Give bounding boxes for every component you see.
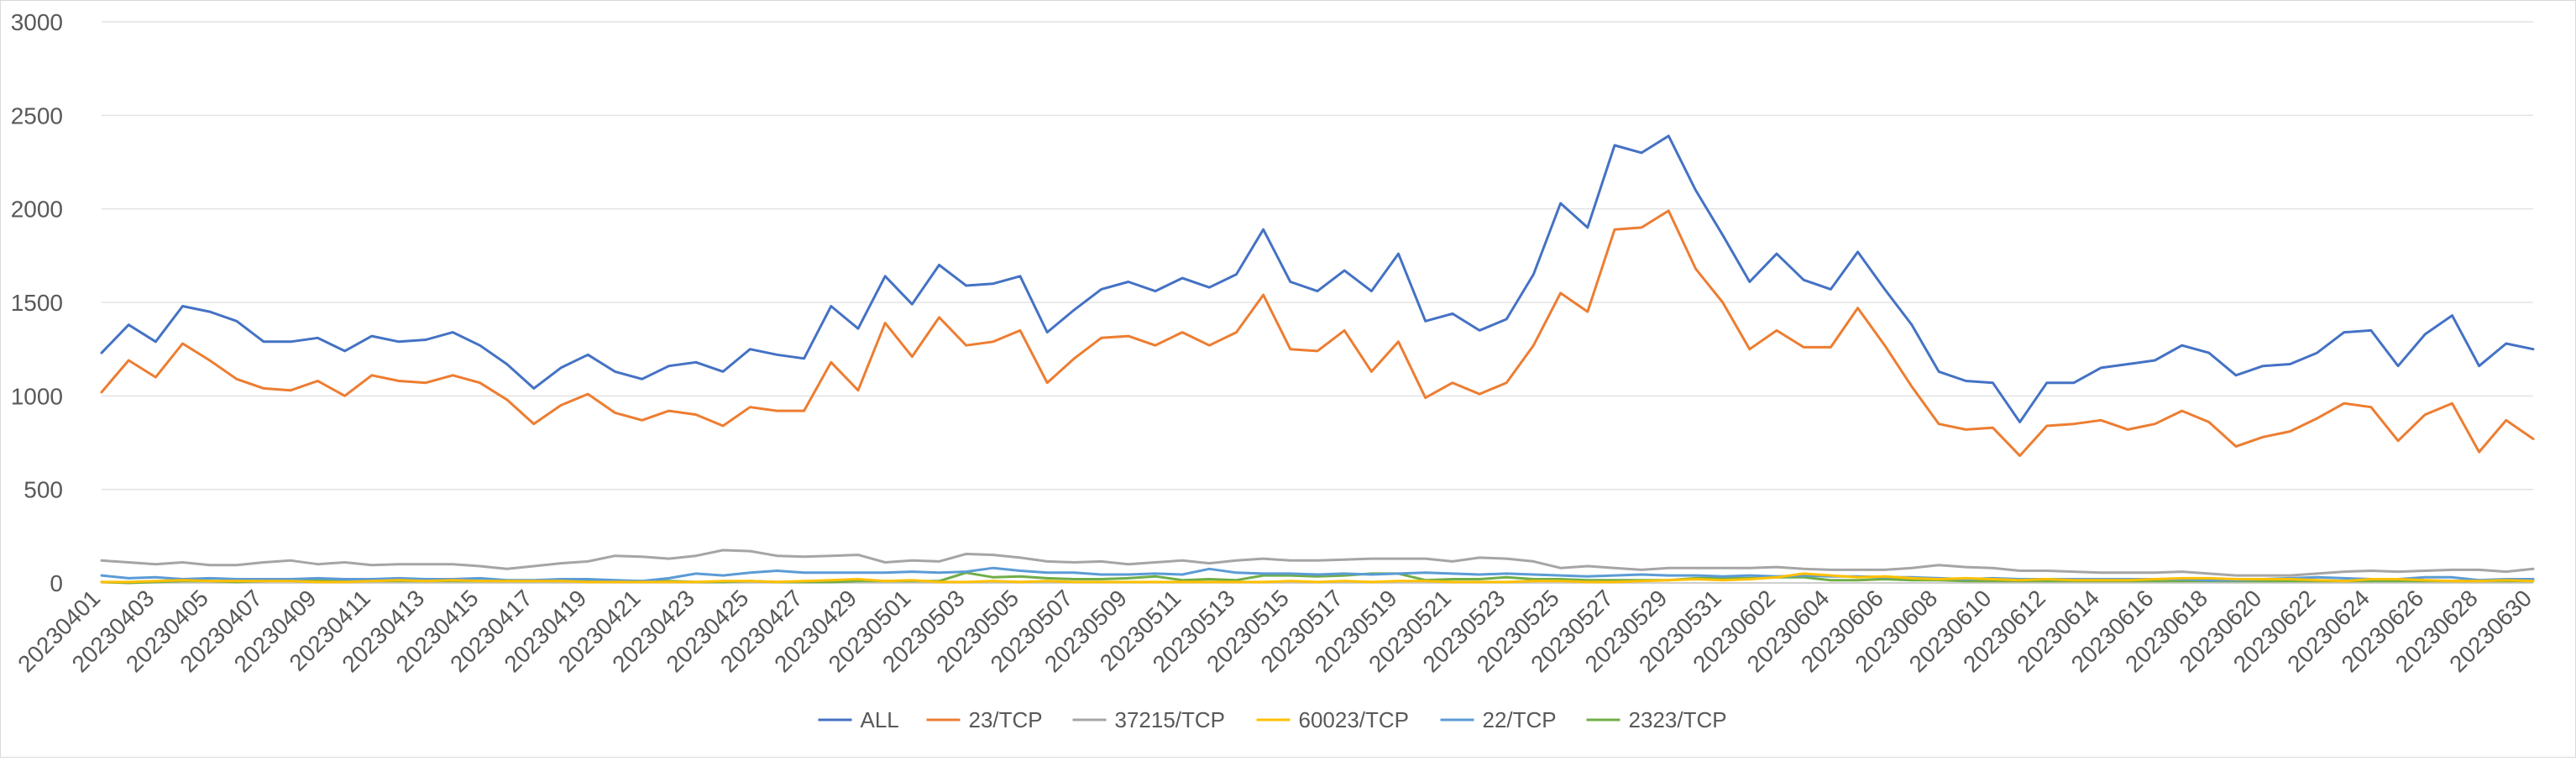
legend-label: 2323/TCP (1629, 707, 1727, 732)
y-tick-label: 3000 (11, 9, 63, 35)
series-line-60023-tcp (100, 572, 2535, 584)
gridlines (102, 21, 2533, 584)
y-tick-label: 2500 (11, 102, 63, 129)
series-line-23-tcp (100, 209, 2535, 458)
y-tick-label: 2000 (11, 197, 63, 223)
y-tick-label: 1500 (11, 290, 63, 316)
y-tick-label: 500 (24, 477, 63, 503)
y-tick-label: 1000 (11, 383, 63, 409)
legend-label: 23/TCP (969, 707, 1043, 732)
y-axis-tick-labels: 0 500 1000 1500 2000 2500 3000 (11, 9, 63, 596)
legend: ALL 23/TCP 37215/TCP 60023/TCP 22/TCP 2323/TC… (818, 707, 1727, 732)
series-lines (100, 134, 2535, 585)
series-line-37215-tcp (100, 548, 2535, 577)
y-tick-label: 0 (50, 570, 63, 596)
series-line-all (100, 134, 2535, 423)
legend-label: 37215/TCP (1115, 707, 1226, 732)
legend-label: 60023/TCP (1299, 707, 1410, 732)
legend-label: ALL (861, 707, 899, 732)
legend-label: 22/TCP (1483, 707, 1557, 732)
x-axis-tick-labels: 2023040120230403202304052023040720230409… (13, 585, 2537, 677)
